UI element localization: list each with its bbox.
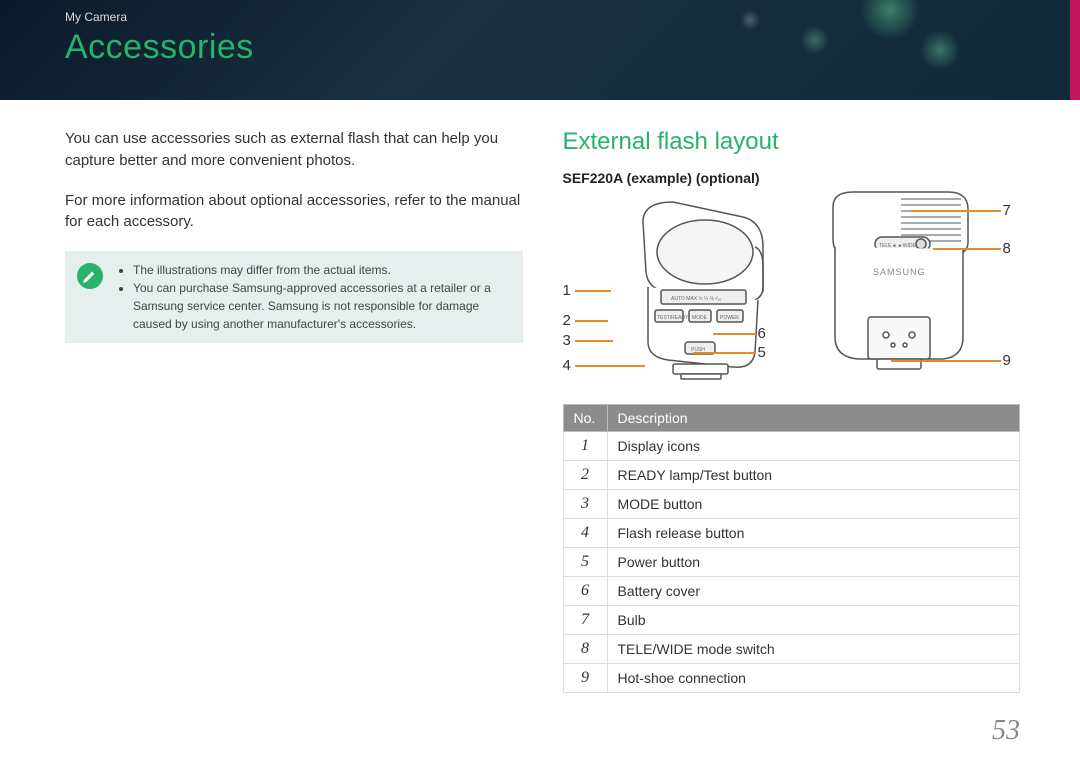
part-number: 6	[563, 577, 607, 606]
pencil-icon	[77, 263, 103, 289]
content-area: You can use accessories such as external…	[0, 100, 1080, 693]
table-header-desc: Description	[607, 405, 1020, 432]
callout-line	[575, 290, 611, 292]
callout-line	[933, 248, 1001, 250]
part-description: MODE button	[607, 490, 1020, 519]
part-description: Display icons	[607, 432, 1020, 461]
part-number: 4	[563, 519, 607, 548]
table-row: 6Battery cover	[563, 577, 1020, 606]
part-number: 1	[563, 432, 607, 461]
intro-paragraph-1: You can use accessories such as external…	[65, 128, 523, 172]
callout-line	[575, 340, 613, 342]
page-header: My Camera Accessories	[0, 0, 1080, 100]
part-number: 9	[563, 664, 607, 693]
callout-number: 5	[758, 344, 766, 361]
callout-line	[693, 352, 756, 354]
part-number: 5	[563, 548, 607, 577]
part-description: Hot-shoe connection	[607, 664, 1020, 693]
part-description: Power button	[607, 548, 1020, 577]
flash-diagram: AUTO MAX ½ ¼ ⅛ ¹⁄₁₆ TEST/READY MODE POWE…	[563, 192, 1021, 392]
page-number: 53	[992, 715, 1020, 747]
part-number: 2	[563, 461, 607, 490]
example-label: SEF220A (example) (optional)	[563, 170, 1021, 186]
part-description: Bulb	[607, 606, 1020, 635]
parts-table: No. Description 1Display icons2READY lam…	[563, 404, 1021, 693]
callout-line	[575, 365, 645, 367]
callout-line	[911, 210, 1001, 212]
callout-number: 3	[563, 332, 571, 349]
part-description: Battery cover	[607, 577, 1020, 606]
table-row: 3MODE button	[563, 490, 1020, 519]
table-row: 9Hot-shoe connection	[563, 664, 1020, 693]
note-item: You can purchase Samsung-approved access…	[133, 279, 509, 333]
callout-number: 8	[1003, 240, 1011, 257]
callout-container: 1 2 3 4 6 5 7 8 9	[563, 192, 1021, 392]
note-box: The illustrations may differ from the ac…	[65, 251, 523, 343]
table-header-no: No.	[563, 405, 607, 432]
intro-paragraph-2: For more information about optional acce…	[65, 190, 523, 234]
table-row: 4Flash release button	[563, 519, 1020, 548]
callout-number: 9	[1003, 352, 1011, 369]
callout-line	[713, 333, 756, 335]
callout-number: 2	[563, 312, 571, 329]
section-title: External flash layout	[563, 128, 1021, 156]
part-number: 3	[563, 490, 607, 519]
note-list: The illustrations may differ from the ac…	[117, 261, 509, 333]
table-row: 2READY lamp/Test button	[563, 461, 1020, 490]
right-column: External flash layout SEF220A (example) …	[563, 128, 1021, 693]
table-row: 7Bulb	[563, 606, 1020, 635]
table-row: 1Display icons	[563, 432, 1020, 461]
left-column: You can use accessories such as external…	[65, 128, 523, 693]
note-item: The illustrations may differ from the ac…	[133, 261, 509, 279]
part-description: TELE/WIDE mode switch	[607, 635, 1020, 664]
table-row: 8TELE/WIDE mode switch	[563, 635, 1020, 664]
table-row: 5Power button	[563, 548, 1020, 577]
callout-number: 6	[758, 325, 766, 342]
page-title: Accessories	[65, 28, 1080, 67]
callout-line	[575, 320, 608, 322]
part-number: 8	[563, 635, 607, 664]
callout-line	[891, 360, 1001, 362]
part-number: 7	[563, 606, 607, 635]
part-description: READY lamp/Test button	[607, 461, 1020, 490]
callout-number: 1	[563, 282, 571, 299]
part-description: Flash release button	[607, 519, 1020, 548]
callout-number: 7	[1003, 202, 1011, 219]
callout-number: 4	[563, 357, 571, 374]
breadcrumb: My Camera	[65, 10, 1080, 24]
